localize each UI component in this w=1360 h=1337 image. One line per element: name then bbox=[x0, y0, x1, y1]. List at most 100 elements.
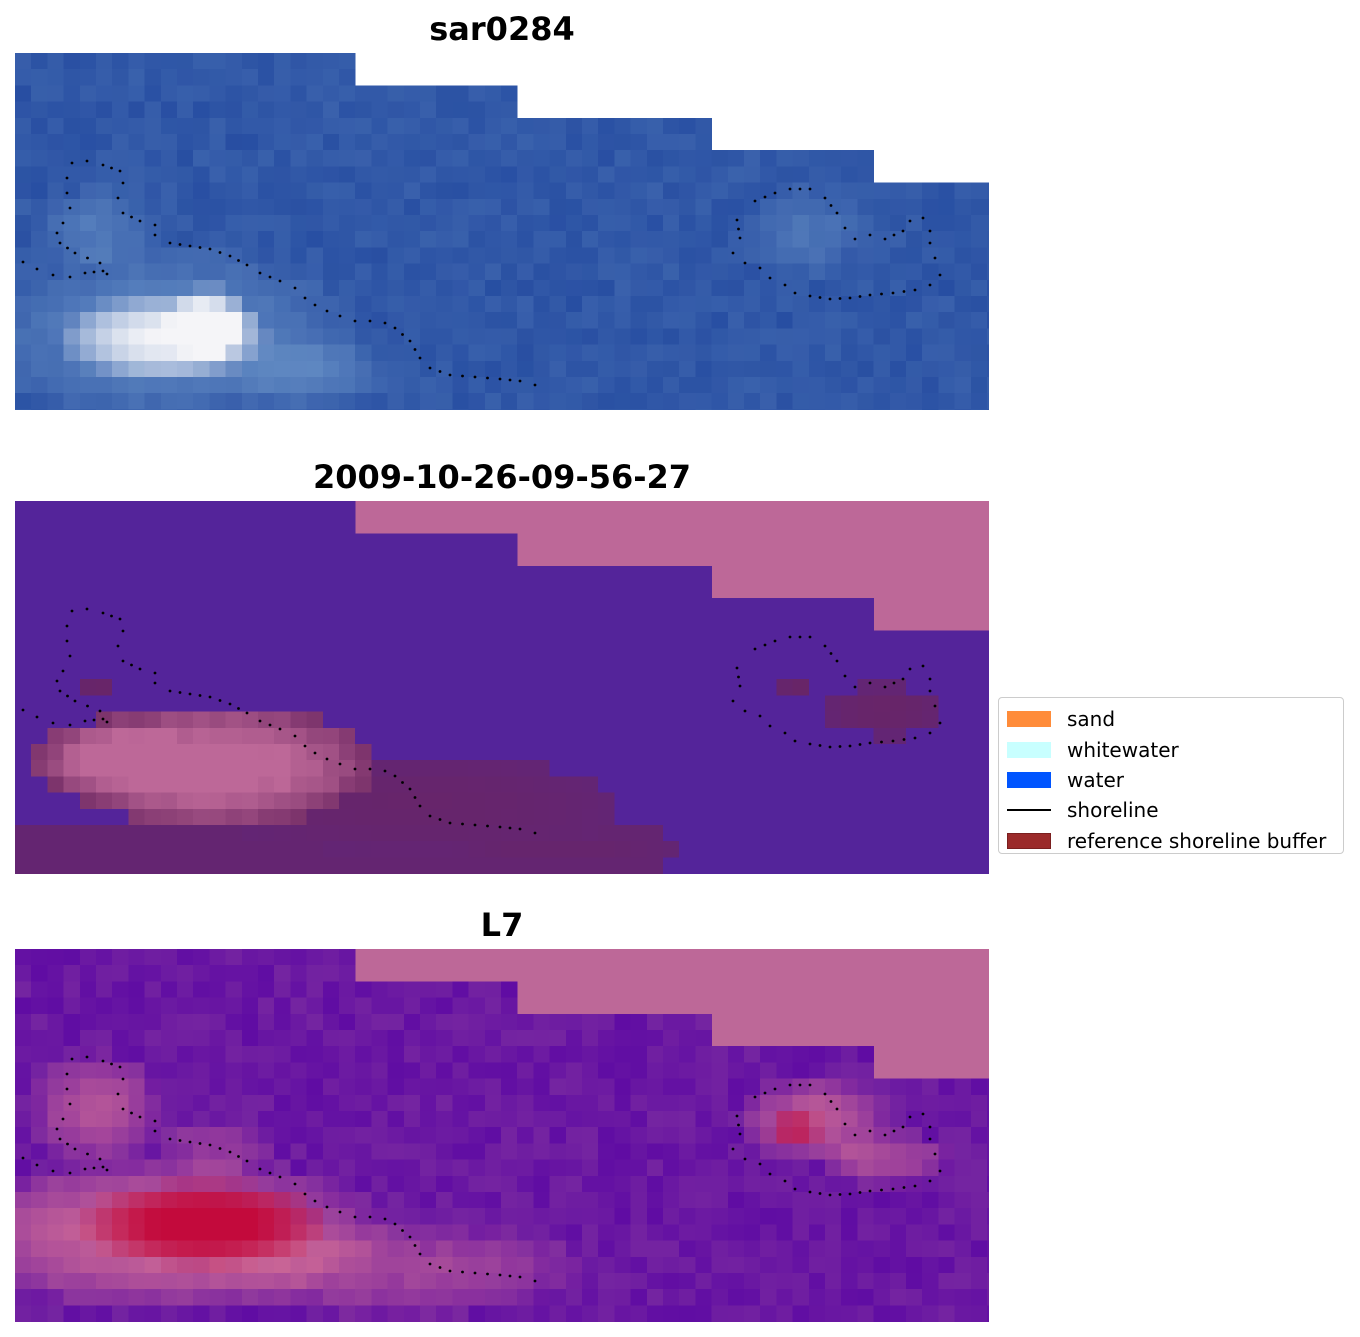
shoreline-dot bbox=[533, 383, 537, 387]
shoreline-dot bbox=[153, 681, 157, 685]
shoreline-dot bbox=[68, 275, 72, 279]
shoreline-dot bbox=[383, 321, 387, 325]
shoreline-dot bbox=[753, 1095, 757, 1099]
shoreline-dot bbox=[51, 273, 55, 277]
shoreline-dot bbox=[258, 719, 262, 723]
shoreline-dot bbox=[735, 1114, 739, 1118]
shoreline-dot bbox=[408, 787, 412, 791]
shoreline-dot bbox=[51, 1169, 55, 1173]
shoreline-dot bbox=[116, 1092, 120, 1096]
shoreline-dot bbox=[383, 769, 387, 773]
shoreline-dot bbox=[753, 647, 757, 651]
shoreline-dot bbox=[110, 166, 113, 170]
shoreline-dot bbox=[808, 294, 812, 298]
shoreline-dot bbox=[245, 263, 249, 267]
shoreline-dot bbox=[58, 1137, 62, 1141]
legend-item-reference-shoreline-buffer: reference shoreline buffer bbox=[999, 826, 1343, 856]
shoreline-dot bbox=[278, 727, 282, 731]
shoreline-dot bbox=[118, 1065, 122, 1069]
shoreline-dot bbox=[818, 296, 822, 299]
shoreline-dot bbox=[486, 376, 489, 380]
shoreline-dot bbox=[92, 270, 96, 274]
shoreline-dot bbox=[313, 1199, 317, 1203]
shoreline-dot bbox=[892, 681, 896, 685]
shoreline-dot bbox=[68, 206, 72, 210]
rgb-image-panel bbox=[15, 53, 989, 410]
legend-line-shoreline bbox=[1007, 809, 1051, 812]
shoreline-dot bbox=[891, 739, 895, 743]
shoreline-dot bbox=[773, 191, 777, 195]
shoreline-dot bbox=[738, 1132, 742, 1136]
shoreline-dot bbox=[428, 1262, 432, 1266]
shoreline-dot bbox=[85, 607, 89, 611]
shoreline-dot bbox=[303, 1192, 307, 1196]
shoreline-dot bbox=[835, 211, 839, 215]
shoreline-dot bbox=[883, 237, 887, 241]
shoreline-dot bbox=[788, 187, 792, 191]
shoreline-dot bbox=[908, 1115, 912, 1119]
shoreline-dot bbox=[118, 169, 122, 173]
shoreline-dot bbox=[768, 276, 772, 280]
shoreline-dot bbox=[508, 1274, 512, 1278]
shoreline-dot bbox=[438, 1266, 442, 1269]
shoreline-dot bbox=[237, 1155, 240, 1158]
shoreline-dot bbox=[868, 1189, 872, 1193]
shoreline-dot bbox=[83, 271, 87, 275]
shoreline-dot bbox=[35, 1163, 39, 1167]
shoreline-dot bbox=[393, 1222, 397, 1226]
shoreline-dot bbox=[763, 195, 767, 199]
shoreline-dot bbox=[928, 283, 932, 287]
shoreline-dot bbox=[153, 1119, 157, 1123]
shoreline-dot bbox=[928, 229, 932, 233]
shoreline-dot bbox=[188, 1140, 192, 1144]
shoreline-dot bbox=[401, 333, 404, 336]
shoreline-dot bbox=[245, 711, 249, 715]
legend-label: shoreline bbox=[1067, 798, 1159, 823]
shoreline-dot bbox=[768, 724, 772, 728]
legend-swatch-reference-shoreline-buffer bbox=[1007, 832, 1051, 849]
shoreline-dot bbox=[65, 1072, 69, 1076]
shoreline-dot bbox=[498, 825, 502, 829]
shoreline-dot bbox=[368, 1215, 372, 1219]
shoreline-dot bbox=[793, 1187, 797, 1191]
shoreline-dot bbox=[68, 1102, 72, 1106]
shoreline-dot bbox=[73, 251, 77, 255]
shoreline-dot bbox=[188, 244, 192, 248]
shoreline-dot bbox=[788, 635, 792, 639]
shoreline-dot bbox=[92, 1166, 96, 1170]
shoreline-dot bbox=[313, 751, 317, 755]
shoreline-dot bbox=[21, 708, 25, 712]
shoreline-dot bbox=[793, 291, 797, 295]
shoreline-dot bbox=[208, 1143, 212, 1147]
shoreline-dot bbox=[118, 617, 122, 621]
shoreline-dot bbox=[116, 644, 120, 648]
shoreline-dot bbox=[66, 1142, 69, 1146]
shoreline-dots bbox=[21, 1055, 537, 1283]
shoreline-dot bbox=[258, 1167, 262, 1171]
shoreline-dot bbox=[461, 822, 464, 826]
shoreline-dot bbox=[753, 199, 757, 203]
shoreline-dot bbox=[83, 1167, 87, 1171]
shoreline-dot bbox=[368, 319, 372, 323]
shoreline-dot bbox=[880, 740, 883, 744]
shoreline-dot bbox=[218, 699, 222, 702]
shoreline-dot bbox=[153, 1129, 157, 1133]
shoreline-dot bbox=[448, 373, 452, 377]
shoreline-dot bbox=[383, 1217, 387, 1221]
shoreline-dot bbox=[913, 1184, 917, 1188]
shoreline-dot bbox=[153, 233, 157, 237]
shoreline-dot bbox=[938, 721, 942, 725]
shoreline-dot bbox=[121, 629, 125, 633]
shoreline-dot bbox=[178, 1139, 182, 1142]
shoreline-dot bbox=[788, 1083, 792, 1087]
shoreline-dot bbox=[245, 1159, 249, 1163]
shoreline-dot bbox=[68, 723, 72, 727]
panel-title-classified: 2009-10-26-09-56-27 bbox=[312, 458, 692, 496]
shoreline-dot bbox=[928, 241, 932, 245]
shoreline-dot bbox=[835, 1107, 839, 1111]
shoreline-dot bbox=[763, 1091, 767, 1095]
shoreline-dot bbox=[401, 1229, 404, 1232]
shoreline-dots bbox=[21, 607, 537, 835]
shoreline-dot bbox=[121, 1077, 125, 1081]
shoreline-dot bbox=[121, 659, 125, 663]
